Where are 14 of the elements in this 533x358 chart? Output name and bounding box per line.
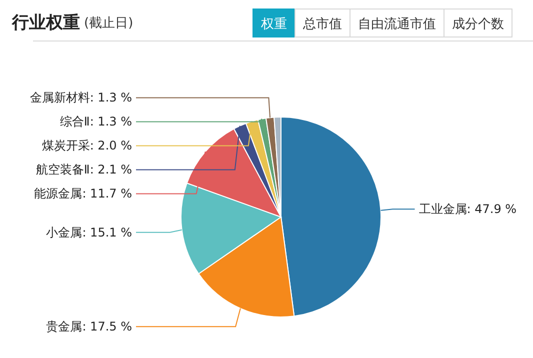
slice-label: 航空装备Ⅱ: 2.1 %	[36, 162, 132, 177]
slice-label: 综合Ⅱ: 1.3 %	[60, 114, 132, 129]
tab: 权重	[252, 8, 296, 38]
chart-subtitle: (截止日)	[84, 16, 134, 31]
chart-title: 行业权重	[11, 13, 80, 33]
tab: 总市值	[294, 8, 350, 38]
slice-label: 小金属: 15.1 %	[46, 225, 132, 240]
slice-label: 贵金属: 17.5 %	[46, 320, 132, 334]
slice-label: 工业金属: 47.9 %	[418, 202, 517, 216]
tab: 成分个数	[444, 8, 512, 38]
slice-label: 能源金属: 11.7 %	[34, 186, 132, 201]
slice-label: 金属新材料: 1.3 %	[30, 90, 132, 105]
slice-label: 煤炭开采: 2.0 %	[42, 138, 132, 153]
tab: 自由流通市值	[350, 8, 444, 38]
